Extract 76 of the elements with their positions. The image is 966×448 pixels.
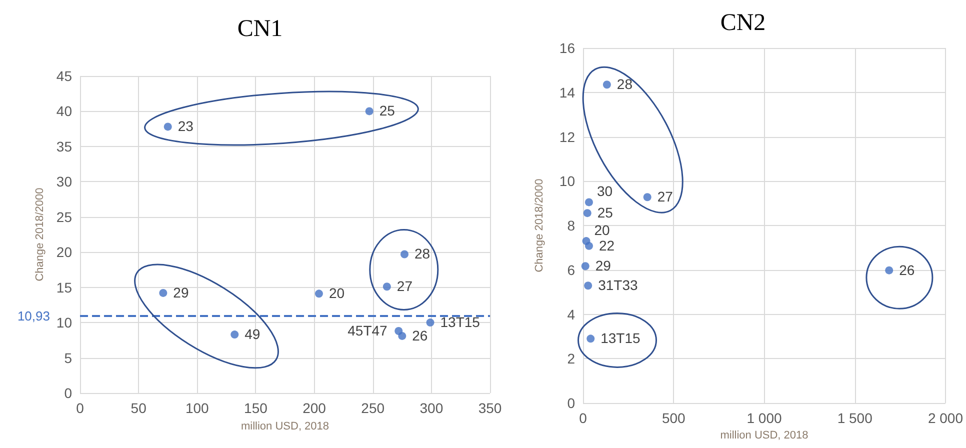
y-axis-title: Change 2018/2000	[34, 188, 46, 282]
point	[581, 262, 590, 270]
x-tick-label: 0	[579, 410, 588, 426]
point	[584, 198, 593, 206]
x-axis-title: million USD, 2018	[240, 420, 330, 432]
annotation: 28	[616, 76, 633, 92]
point	[586, 334, 595, 343]
y-tick-label: 14	[559, 84, 576, 100]
annotation: 23	[178, 118, 194, 134]
annotation: 25	[379, 102, 396, 119]
x-tick-label: 300	[420, 400, 444, 416]
x-tick-label: 350	[478, 400, 502, 416]
chart-title: CN1	[237, 16, 283, 42]
ref-line-label: 10,93	[17, 308, 50, 324]
x-tick-label: 2 000	[928, 410, 964, 426]
x-tick-label: 0	[76, 400, 84, 416]
annotation: 29	[173, 284, 189, 300]
point	[400, 250, 408, 258]
y-tick-label: 0	[64, 385, 72, 401]
point	[885, 266, 894, 274]
annotation: 27	[396, 278, 413, 294]
point	[643, 193, 652, 202]
point	[159, 288, 168, 297]
y-tick-label: 40	[56, 103, 72, 120]
annotation: 20	[594, 222, 610, 238]
chart-title: CN2	[720, 10, 766, 36]
annotation: 45T47	[348, 322, 388, 339]
y-tick-label: 30	[56, 174, 72, 190]
annotation: 27	[657, 188, 674, 205]
annotation: 29	[595, 258, 612, 274]
point	[365, 107, 374, 116]
point	[602, 80, 611, 89]
y-tick-label: 35	[56, 138, 72, 154]
y-tick-label: 10	[559, 173, 576, 190]
y-tick-label: 10	[56, 314, 72, 331]
annotation: 49	[244, 326, 260, 342]
annotation: 20	[328, 285, 345, 302]
point	[426, 318, 434, 327]
y-tick-label: 45	[56, 68, 72, 84]
point	[584, 282, 592, 290]
point	[314, 290, 323, 298]
annotation: 31T33	[598, 277, 638, 294]
x-tick-label: 500	[662, 410, 686, 426]
y-tick-label: 5	[64, 350, 72, 366]
annotation: 30	[596, 183, 613, 200]
y-tick-label: 20	[56, 244, 72, 260]
annotation: 13T15	[600, 330, 641, 346]
x-axis-title: million USD, 2018	[720, 429, 808, 442]
x-tick-label: 150	[244, 400, 268, 416]
x-tick-label: 50	[130, 400, 147, 416]
point	[398, 332, 406, 340]
point	[164, 122, 172, 131]
y-tick-label: 2	[567, 350, 576, 367]
annotation: 28	[414, 246, 430, 262]
annotation: 26	[899, 262, 915, 278]
x-tick-label: 1 000	[746, 410, 782, 426]
annotation: 26	[412, 327, 428, 344]
y-tick-label: 8	[567, 218, 576, 234]
point	[584, 242, 593, 250]
y-tick-label: 15	[56, 279, 72, 296]
x-tick-label: 1 500	[837, 410, 873, 426]
x-tick-label: 200	[302, 400, 326, 416]
point	[382, 282, 391, 291]
y-tick-label: 6	[567, 262, 576, 278]
point	[583, 209, 592, 218]
x-tick-label: 250	[361, 400, 385, 416]
point	[230, 330, 239, 339]
y-tick-label: 25	[56, 208, 72, 225]
annotation: 22	[598, 237, 615, 254]
y-tick-label: 12	[559, 128, 576, 145]
y-tick-label: 4	[567, 306, 576, 322]
y-axis-title: Change 2018/2000	[534, 178, 546, 272]
annotation: 25	[597, 204, 614, 221]
annotation: 13T15	[440, 314, 480, 330]
y-tick-label: 16	[559, 40, 576, 56]
x-tick-label: 100	[185, 400, 210, 416]
